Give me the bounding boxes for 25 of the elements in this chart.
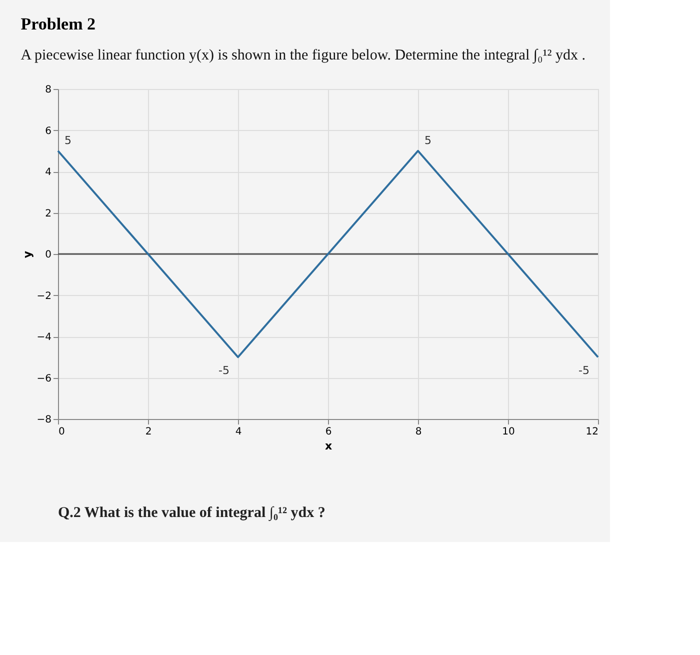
data-label: 5 (424, 134, 432, 147)
y-tick-label: 2 (45, 208, 52, 220)
chart-title: Problem 2 (20, 14, 96, 34)
x-tick-label: 2 (145, 426, 152, 438)
chart-subtitle: A piecewise linear function y(x) is shown in the figure below. Determine the integral ∫₀¹² ydx . (20, 48, 586, 64)
y-tick-label: 6 (45, 126, 52, 137)
x-tick-label: 0 (58, 426, 65, 438)
y-tick-label: −4 (36, 332, 52, 343)
y-tick-label: −8 (36, 414, 52, 426)
y-axis-title: y (20, 250, 34, 258)
y-tick-label: 8 (45, 84, 52, 96)
data-label: -5 (218, 364, 230, 378)
text: Q.2 What is the value of integral ∫₀¹² ydx ? (58, 505, 326, 522)
x-tick-label: 6 (325, 426, 332, 438)
y-tick-label: −2 (36, 290, 52, 302)
x-axis-title: x (324, 440, 332, 452)
data-label: 5 (64, 134, 72, 147)
x-tick-label: 4 (235, 426, 242, 438)
x-tick-label: 12 (586, 426, 598, 438)
y-tick-label: −6 (36, 373, 52, 384)
data-label: -5 (578, 364, 590, 378)
y-tick-label: 0 (45, 250, 52, 260)
x-tick-label: 8 (415, 426, 422, 438)
y-tick-label: 4 (45, 167, 52, 178)
x-tick-label: 10 (502, 426, 515, 438)
